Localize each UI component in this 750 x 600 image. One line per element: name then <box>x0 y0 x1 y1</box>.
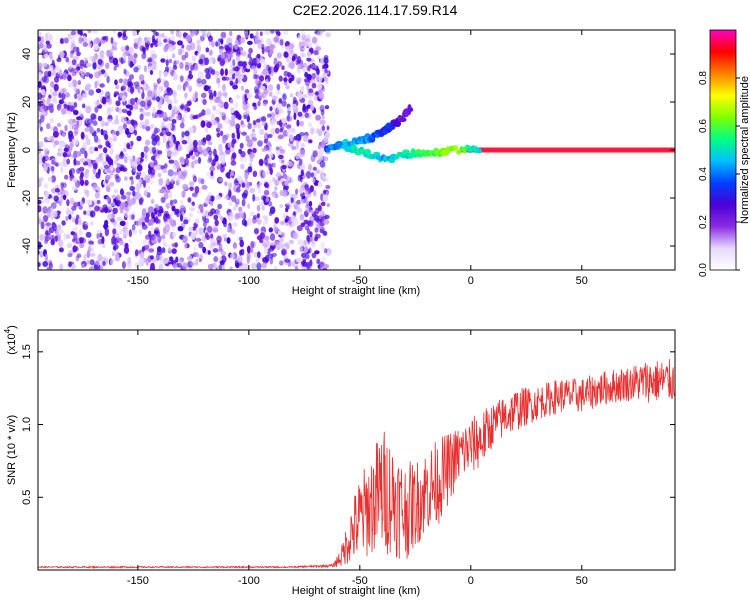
colorbar-tick-label: 0.8 <box>698 71 709 85</box>
spectrogram-y-tick-label: -40 <box>21 238 33 254</box>
snr-x-tick-label: -100 <box>238 575 260 587</box>
figure-title: C2E2.2026.114.17.59.R14 <box>292 2 458 18</box>
branch-blob <box>399 117 407 123</box>
colorbar-tick-label: 0.4 <box>698 167 709 181</box>
spectrogram-x-tick-label: 0 <box>468 275 474 287</box>
snr-marks <box>38 359 675 570</box>
trace-blob <box>364 149 371 155</box>
spectrogram-y-label: Frequency (Hz) <box>6 112 18 188</box>
snr-x-tick-label: -50 <box>352 575 368 587</box>
snr-panel: -150 -100 -50 0 50 0.5 1.0 1.5 Height of strai… <box>3 325 676 597</box>
snr-y-tick-label: 1.5 <box>21 344 33 359</box>
colorbar-gradient <box>709 29 737 271</box>
trace-blob <box>453 145 459 151</box>
colorbar-tick-label: 0.0 <box>698 263 709 277</box>
snr-multiplier: (x104) <box>3 325 18 355</box>
snr-x-label: Height of straight line (km) <box>292 585 420 597</box>
snr-y-label: SNR (10 * v/v) <box>6 415 18 485</box>
snr-frame <box>37 329 676 571</box>
spectrogram-x-tick-label: -150 <box>127 275 149 287</box>
spectrogram-y-tick-label: 40 <box>21 48 33 60</box>
branch-blob <box>407 107 414 113</box>
snr-y-tick-label: 1.0 <box>21 417 33 432</box>
spectrogram-x-tick-label: -100 <box>238 275 260 287</box>
colorbar-tick-label: 0.2 <box>698 215 709 229</box>
snr-x-tick-label: 50 <box>576 575 588 587</box>
spectrogram-y-ticks: -40 -20 0 20 40 <box>21 48 675 254</box>
spectrogram-x-label: Height of straight line (km) <box>292 285 420 297</box>
colorbar-ticks: 0.0 0.2 0.4 0.6 0.8 <box>698 71 740 277</box>
colorbar-tick-label: 0.6 <box>698 119 709 133</box>
trace-blob <box>476 148 482 154</box>
spectrogram-x-ticks: -150 -100 -50 0 50 <box>127 30 588 287</box>
branch-blob <box>394 120 401 128</box>
spectrogram-x-tick-label: 50 <box>576 275 588 287</box>
spectrogram-x-tick-label: -50 <box>352 275 368 287</box>
spectrogram-y-tick-label: 20 <box>21 96 33 108</box>
snr-y-ticks: 0.5 1.0 1.5 <box>21 344 675 505</box>
colorbar: 0.0 0.2 0.4 0.6 0.8 Normalized spectral ampl… <box>698 29 750 277</box>
snr-x-ticks: -150 -100 -50 0 50 <box>127 330 588 587</box>
colorbar-label: Normalized spectral amplitude <box>739 76 750 224</box>
spectrogram-panel: -150 -100 -50 0 50 -40 -20 0 20 40 Height of str… <box>6 29 676 297</box>
carrier-core <box>459 149 675 151</box>
spectrogram-y-tick-label: 0 <box>21 147 33 153</box>
snr-x-tick-label: -150 <box>127 575 149 587</box>
spectrogram-marks <box>38 30 675 270</box>
snr-series-line <box>38 359 675 570</box>
snr-x-tick-label: 0 <box>468 575 474 587</box>
snr-y-tick-label: 0.5 <box>21 490 33 505</box>
trace-blob <box>456 149 462 155</box>
spectrogram-y-tick-label: -20 <box>21 190 33 206</box>
